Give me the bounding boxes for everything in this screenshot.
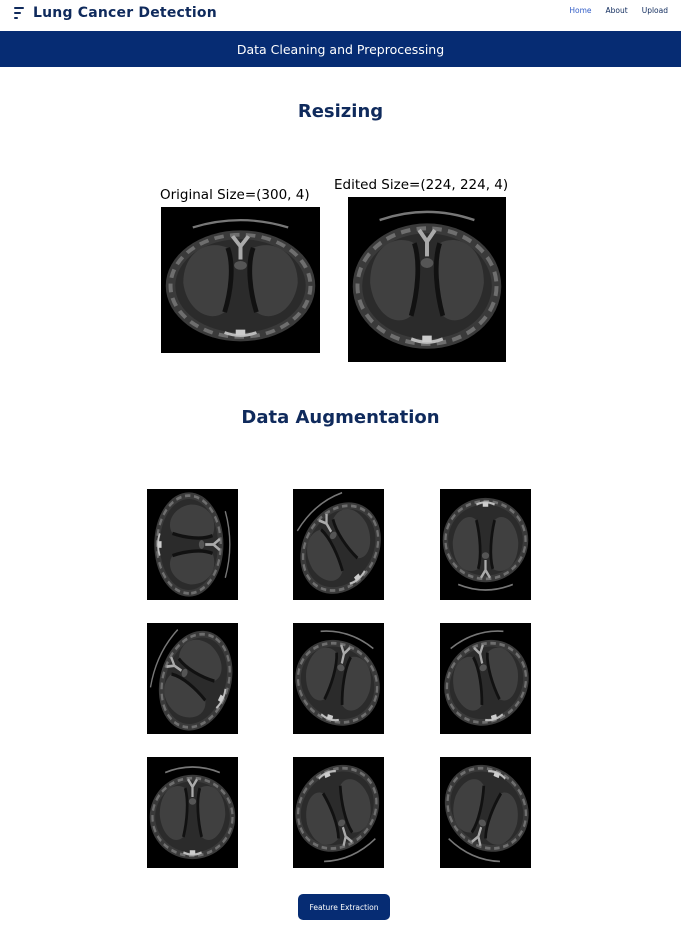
- augmented-ct-image: [440, 757, 531, 868]
- augmented-ct-image: [147, 757, 238, 868]
- edited-size-caption: Edited Size=(224, 224, 4): [334, 177, 509, 193]
- brand-title: Lung Cancer Detection: [33, 5, 217, 21]
- page-banner: Data Cleaning and Preprocessing: [0, 31, 681, 67]
- nav-link-home[interactable]: Home: [569, 6, 592, 15]
- augmented-ct-image: [440, 623, 531, 734]
- original-size-caption: Original Size=(300, 4): [160, 187, 310, 203]
- feature-extraction-button[interactable]: Feature Extraction: [298, 894, 390, 920]
- navbar: Lung Cancer Detection Home About Upload: [0, 0, 681, 27]
- nav-link-upload[interactable]: Upload: [641, 6, 668, 15]
- menu-lines-icon: [14, 6, 26, 20]
- nav-link-about[interactable]: About: [605, 6, 628, 15]
- augmented-ct-image: [147, 623, 238, 734]
- augmented-ct-image: [440, 489, 531, 600]
- banner-title: Data Cleaning and Preprocessing: [236, 41, 445, 57]
- edited-ct-image: [348, 197, 506, 362]
- augmented-ct-image: [147, 489, 238, 600]
- original-ct-image: [161, 207, 320, 353]
- brand[interactable]: Lung Cancer Detection: [14, 4, 217, 22]
- augmented-ct-image: [293, 757, 384, 868]
- augmented-ct-image: [293, 623, 384, 734]
- resizing-title: Resizing: [297, 101, 384, 122]
- nav-links: Home About Upload: [569, 6, 668, 15]
- augmented-ct-image: [293, 489, 384, 600]
- augmentation-title: Data Augmentation: [241, 407, 440, 428]
